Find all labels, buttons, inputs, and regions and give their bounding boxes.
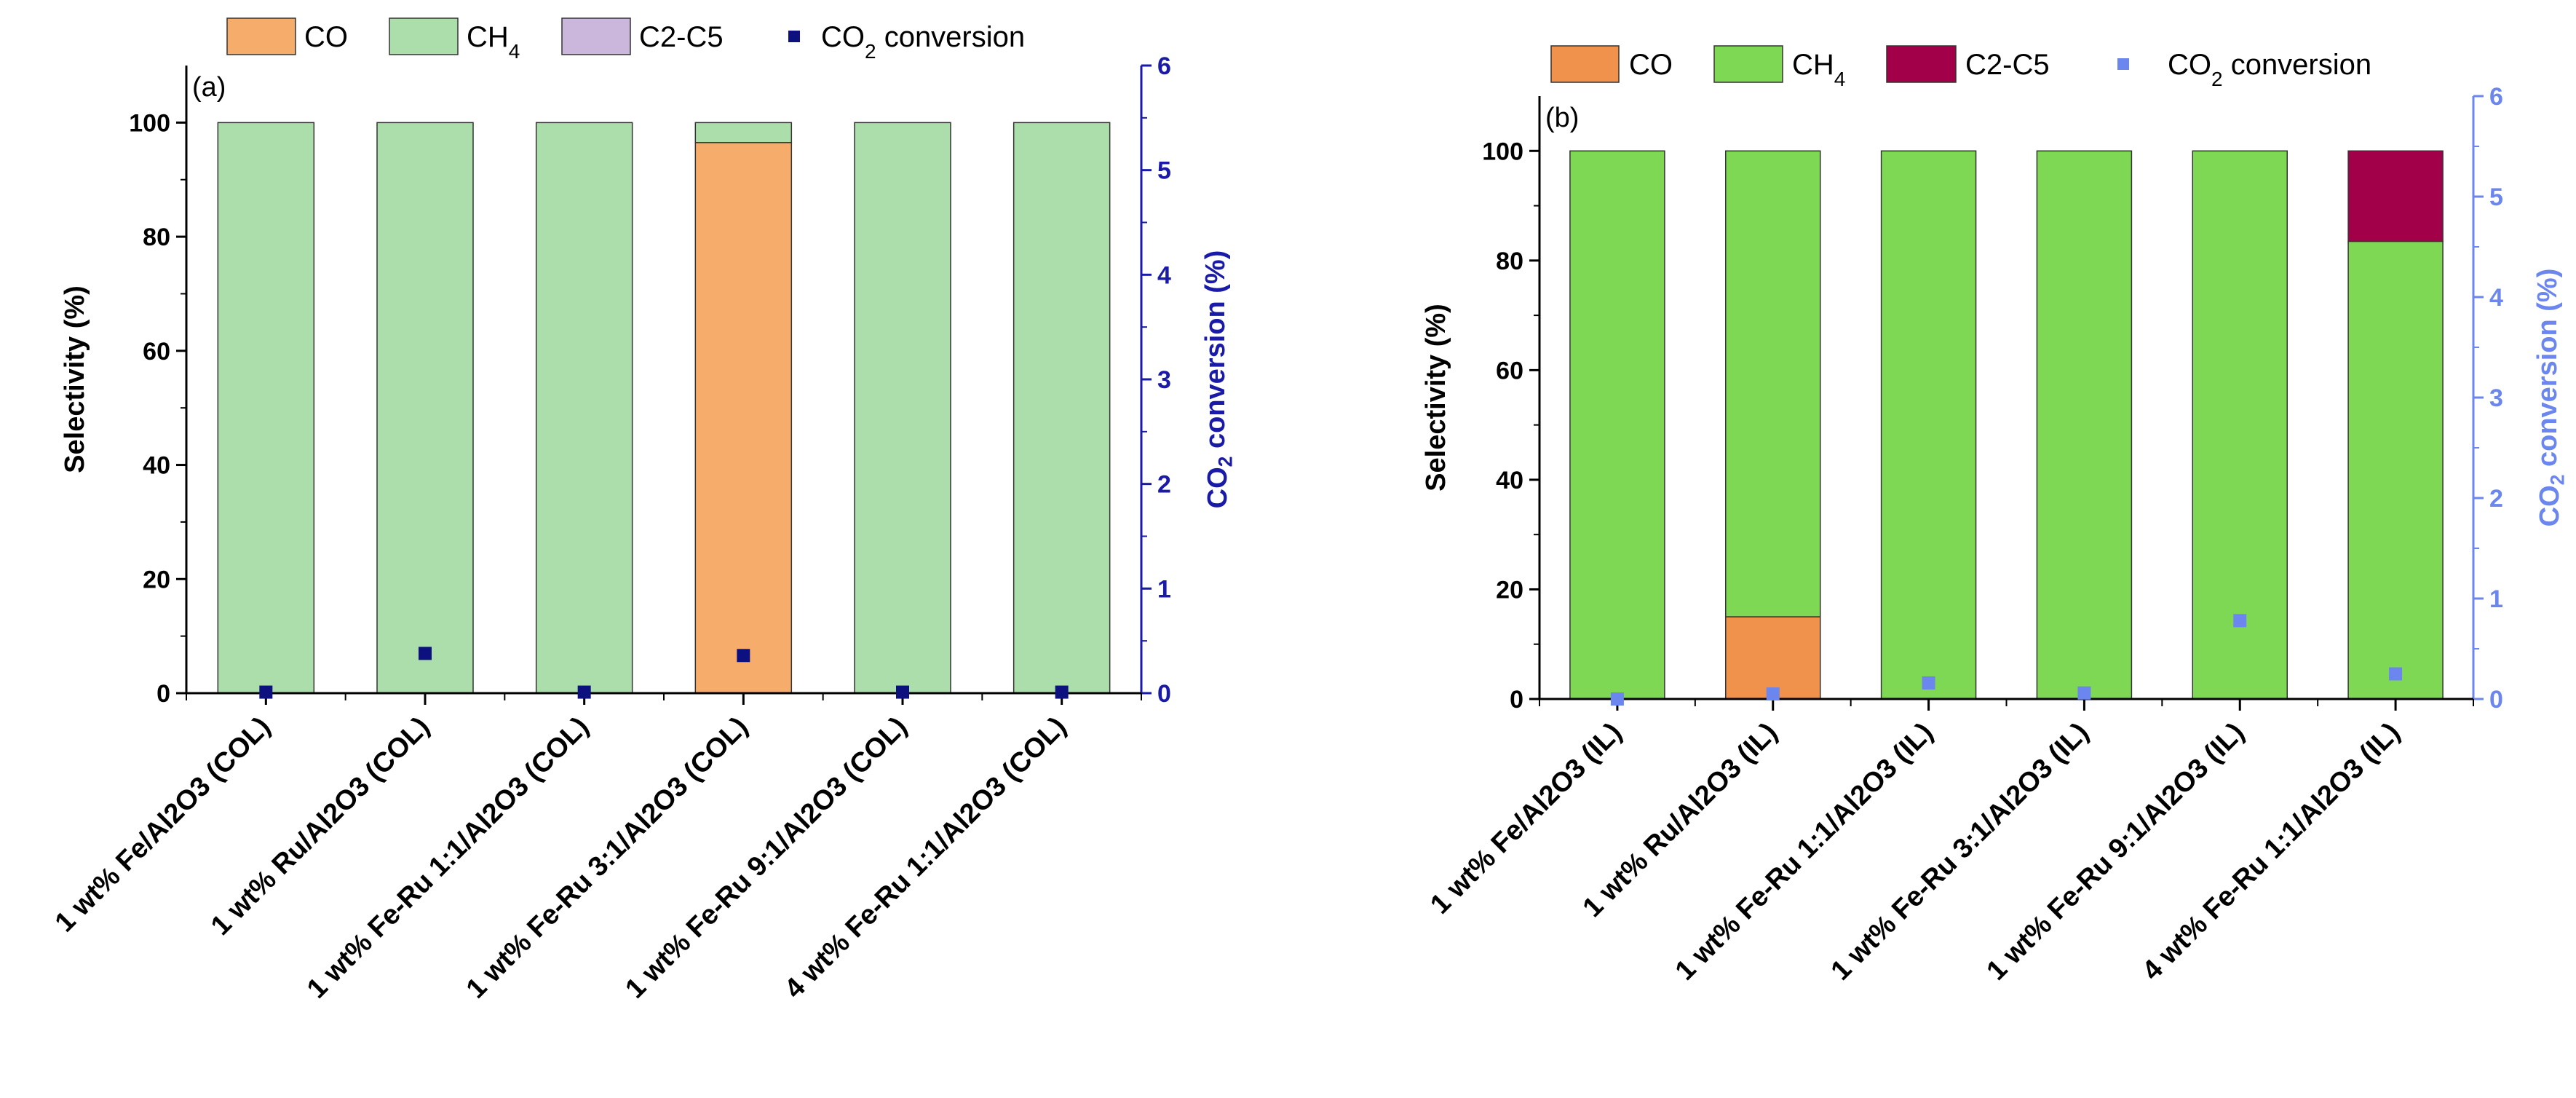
panel-label: (a) xyxy=(192,72,226,103)
y2-tick-label: 0 xyxy=(1157,680,1171,708)
bar-ch4-1 xyxy=(1569,150,1665,700)
bar-ch4-6 xyxy=(2347,240,2444,700)
y2-tick-label: 6 xyxy=(2489,83,2503,111)
co2-conversion-point-4 xyxy=(737,649,750,663)
y-tick-label: 80 xyxy=(143,224,170,251)
co2-conversion-point-6 xyxy=(2389,667,2403,681)
y2-tick-label: 4 xyxy=(2489,284,2503,312)
legend-swatch-c2-c5 xyxy=(1886,45,1957,83)
legend-label: C2-C5 xyxy=(639,21,724,53)
y-tick-label: 80 xyxy=(1496,248,1523,275)
co2-conversion-point-6 xyxy=(1055,685,1069,699)
co2-conversion-point-1 xyxy=(259,685,273,699)
bar-ch4-5 xyxy=(2192,150,2288,700)
y2-tick-label: 4 xyxy=(1157,261,1171,289)
y2-tick-label: 3 xyxy=(1157,366,1171,394)
bar-ch4-2 xyxy=(376,122,474,694)
panel-label: (b) xyxy=(1545,103,1579,133)
legend-swatch-ch4 xyxy=(389,17,459,55)
legend-marker-co2-conversion xyxy=(2117,58,2129,70)
x-tick-label: 1 wt% Fe-Ru 9:1/Al2O3 (IL) xyxy=(1981,717,2251,987)
legend-swatch-co xyxy=(226,17,296,55)
co2-conversion-point-3 xyxy=(1922,676,1935,690)
y-axis-title: Selectivity (%) xyxy=(1421,304,1451,491)
co2-conversion-point-5 xyxy=(896,685,909,699)
x-tick-label: 4 wt% Fe-Ru 1:1/Al2O3 (IL) xyxy=(2136,717,2406,987)
y-tick-label: 0 xyxy=(1510,686,1523,714)
y-tick-label: 20 xyxy=(1496,576,1523,604)
y2-tick-label: 6 xyxy=(1157,52,1171,80)
legend-label: CH4 xyxy=(1792,49,1845,90)
x-tick-label: 4 wt% Fe-Ru 1:1/Al2O3 (COL) xyxy=(779,711,1072,1005)
y2-tick-label: 1 xyxy=(1157,575,1171,603)
y-tick-label: 40 xyxy=(1496,467,1523,494)
bar-ch4-4 xyxy=(2036,150,2133,700)
co2-conversion-point-5 xyxy=(2233,614,2247,628)
co2-conversion-point-3 xyxy=(577,685,591,699)
bar-ch4-1 xyxy=(217,122,315,694)
y2-tick-label: 2 xyxy=(1157,471,1171,499)
legend-label: C2-C5 xyxy=(1965,49,2050,81)
x-tick-label: 1 wt% Fe-Ru 1:1/Al2O3 (COL) xyxy=(301,711,595,1005)
co2-conversion-point-2 xyxy=(1766,687,1780,701)
y2-axis-title: CO2 conversion (%) xyxy=(1200,250,1237,509)
y2-tick-label: 5 xyxy=(1157,157,1171,185)
y-tick-label: 20 xyxy=(143,566,170,593)
y2-tick-label: 3 xyxy=(2489,384,2503,412)
legend: CO CH4 C2-C5 CO2 conversion xyxy=(226,17,1025,63)
bar-co-4 xyxy=(694,142,793,694)
y-tick-label: 60 xyxy=(143,338,170,366)
co2-conversion-point-4 xyxy=(2077,686,2091,700)
legend-label: CO xyxy=(1629,49,1673,81)
y-tick-label: 60 xyxy=(1496,357,1523,384)
legend-swatch-co xyxy=(1550,45,1620,83)
y-axis-title: Selectivity (%) xyxy=(60,285,90,473)
x-tick-label: 1 wt% Fe-Ru 3:1/Al2O3 (IL) xyxy=(1826,717,2095,987)
bar-ch4-3 xyxy=(535,122,633,694)
y-tick-label: 40 xyxy=(143,452,170,480)
legend-swatch-c2-c5 xyxy=(561,17,631,55)
legend-label: CO2 conversion xyxy=(2168,49,2371,90)
y2-tick-label: 1 xyxy=(2489,585,2503,613)
legend-swatch-ch4 xyxy=(1713,45,1783,83)
y-tick-label: 0 xyxy=(156,680,170,708)
y-tick-label: 100 xyxy=(1482,138,1523,165)
y2-axis-title: CO2 conversion (%) xyxy=(2532,269,2569,527)
y2-tick-label: 0 xyxy=(2489,686,2503,714)
bar-ch4-6 xyxy=(1012,122,1111,694)
y2-tick-label: 5 xyxy=(2489,183,2503,211)
legend-label: CO2 conversion xyxy=(821,21,1025,63)
x-tick-label: 1 wt% Fe-Ru 1:1/Al2O3 (IL) xyxy=(1670,717,1939,987)
bar-ch4-4 xyxy=(694,122,793,143)
legend-marker-co2-conversion xyxy=(788,31,800,42)
bar-co-2 xyxy=(1725,616,1821,700)
co2-conversion-point-2 xyxy=(419,647,432,660)
bar-ch4-3 xyxy=(1880,150,1977,700)
y2-tick-label: 2 xyxy=(2489,485,2503,513)
legend-label: CO xyxy=(304,21,348,53)
legend-label: CH4 xyxy=(467,21,520,63)
legend: CO CH4 C2-C5 CO2 conversion xyxy=(1550,45,2371,90)
bar-ch4-2 xyxy=(1725,150,1821,617)
x-tick-label: 1 wt% Fe-Ru 9:1/Al2O3 (COL) xyxy=(619,711,913,1005)
bar-c2-c5-6 xyxy=(2347,150,2444,242)
x-tick-label: 1 wt% Fe-Ru 3:1/Al2O3 (COL) xyxy=(461,711,754,1005)
co2-conversion-point-1 xyxy=(1610,692,1624,706)
y-tick-label: 100 xyxy=(129,109,170,137)
bar-ch4-5 xyxy=(854,122,951,694)
